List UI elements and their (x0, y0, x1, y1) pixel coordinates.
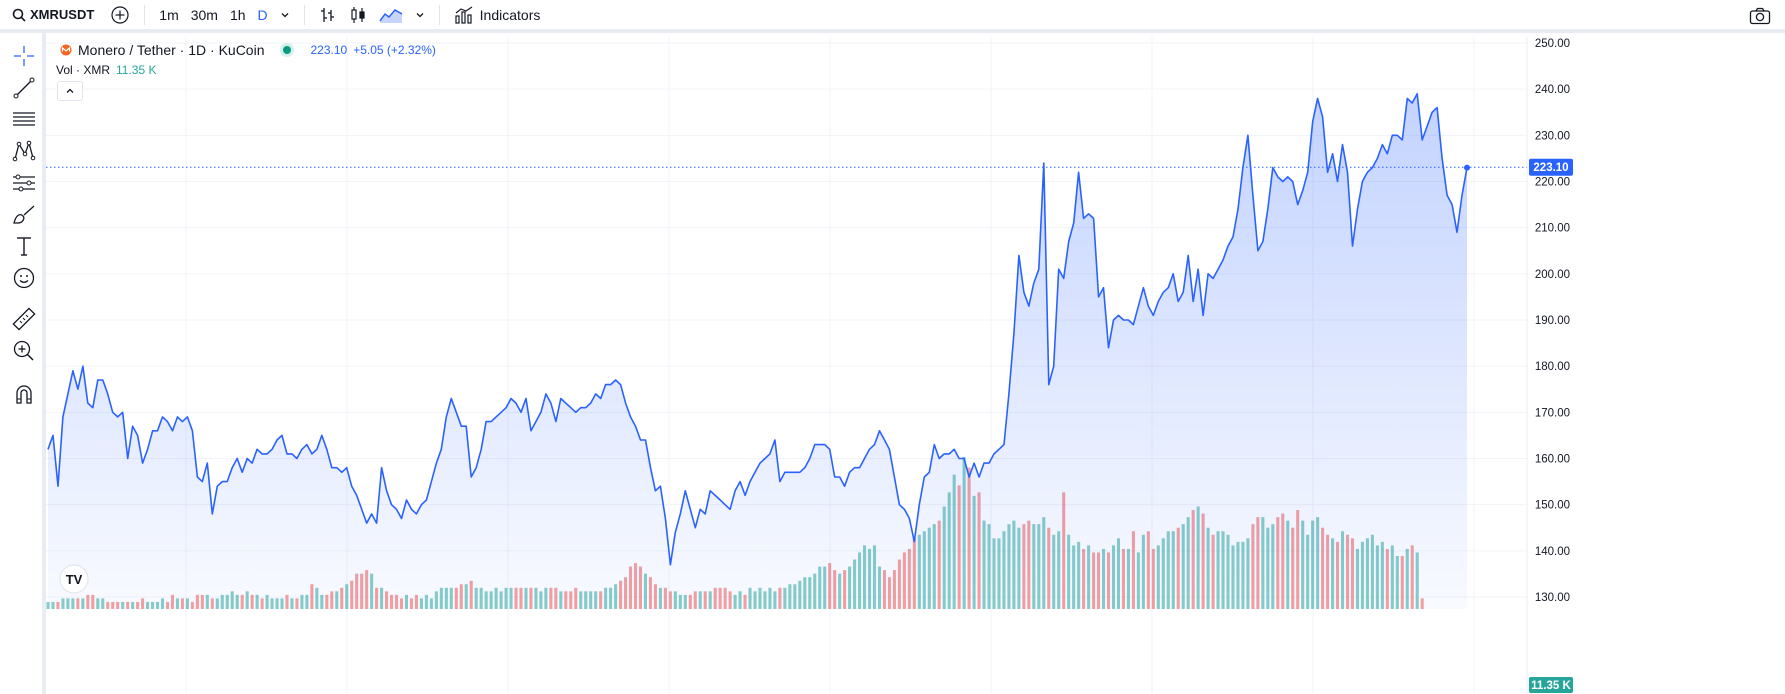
drawing-toolbar (0, 33, 46, 694)
monero-logo-icon (60, 44, 72, 56)
price-tick-label: 200.00 (1535, 269, 1570, 281)
camera-icon (1749, 7, 1771, 25)
volume-legend-label[interactable]: Vol · XMR (56, 63, 111, 77)
brush-tool[interactable] (9, 200, 39, 230)
symbol-search-button[interactable]: XMRUSDT (6, 3, 100, 27)
indicators-icon (455, 6, 473, 24)
volume-legend-value: 11.35 K (116, 63, 157, 77)
svg-text:223.10: 223.10 (1533, 162, 1568, 174)
interval-d[interactable]: D (252, 3, 274, 27)
legend-change: +5.05 (+2.32%) (353, 43, 436, 57)
price-line (47, 92, 1468, 566)
price-tick-label: 160.00 (1535, 454, 1570, 466)
area-chart-type-button[interactable] (373, 3, 409, 27)
ruler-icon (12, 307, 36, 331)
interval-1h[interactable]: 1h (224, 3, 252, 27)
tradingview-logo[interactable]: TV (59, 564, 89, 594)
top-toolbar: XMRUSDT 1m 30m 1h D Indicators (0, 0, 1785, 33)
toolbar-separator (303, 4, 305, 25)
price-axis[interactable]: 250.00 240.00 230.00 220.00 210.00 200.00 190.… (1535, 38, 1570, 604)
indicators-label: Indicators (479, 6, 541, 23)
horizontal-lines-icon (13, 112, 35, 126)
fib-tool[interactable] (9, 104, 39, 134)
emoji-tool[interactable] (9, 263, 39, 293)
compare-symbol-button[interactable] (104, 3, 136, 27)
chevron-down-icon (281, 12, 289, 17)
interval-1m-label: 1m (159, 6, 179, 23)
magnet-tool[interactable] (9, 379, 39, 409)
price-tick-label: 220.00 (1535, 177, 1570, 189)
indicators-button[interactable]: Indicators (448, 3, 547, 27)
plus-circle-icon (111, 5, 129, 24)
smiley-icon (13, 267, 35, 289)
zoom-tool[interactable] (9, 336, 39, 366)
interval-1m[interactable]: 1m (153, 3, 184, 27)
bars-icon (320, 7, 334, 22)
price-tick-label: 150.00 (1535, 500, 1570, 512)
text-icon (17, 237, 31, 256)
price-axis-bg (1527, 37, 1785, 694)
trend-line-icon (13, 77, 35, 99)
forecast-tool[interactable] (9, 168, 39, 198)
price-tick-label: 210.00 (1535, 223, 1570, 235)
price-tick-label: 170.00 (1535, 407, 1570, 419)
price-tick-label: 180.00 (1535, 361, 1570, 373)
area-chart-icon (379, 8, 403, 23)
snapshot-button[interactable] (1743, 4, 1777, 28)
projection-icon (13, 174, 35, 192)
current-volume-label: 11.35 K (1529, 677, 1573, 693)
trend-line-tool[interactable] (9, 73, 39, 103)
svg-text:TV: TV (66, 572, 83, 587)
collapse-legend-button[interactable] (57, 81, 83, 101)
candles-icon (351, 6, 365, 23)
interval-dropdown-button[interactable] (274, 3, 296, 27)
interval-1h-label: 1h (229, 6, 246, 23)
interval-30m-label: 30m (190, 6, 218, 23)
bar-chart-type-button[interactable] (313, 3, 343, 27)
chart-legend: Monero / Tether · 1D · KuCoin 223.10 +5.… (56, 40, 436, 80)
price-chart[interactable]: 250.00 240.00 230.00 220.00 210.00 200.00 190.… (46, 37, 1785, 694)
price-tick-label: 190.00 (1535, 315, 1570, 327)
chevron-down-icon (416, 12, 424, 17)
brush-icon (13, 205, 35, 224)
price-tick-label: 240.00 (1535, 84, 1570, 96)
legend-title[interactable]: Monero / Tether · 1D · KuCoin (78, 42, 265, 58)
price-tick-label: 230.00 (1535, 130, 1570, 142)
price-tick-label: 130.00 (1535, 592, 1570, 604)
pattern-icon (12, 140, 36, 162)
interval-30m[interactable]: 30m (185, 3, 224, 27)
price-tick-label: 140.00 (1535, 546, 1570, 558)
zoom-in-icon (13, 340, 34, 361)
last-price-marker (1464, 164, 1470, 171)
toolbar-separator (144, 4, 146, 25)
search-icon (12, 8, 26, 22)
crosshair-icon (14, 46, 34, 66)
pattern-tool[interactable] (9, 136, 39, 166)
measure-tool[interactable] (9, 304, 39, 334)
chart-type-dropdown-button[interactable] (409, 3, 431, 27)
price-area-fill (48, 93, 1467, 610)
interval-d-label: D (257, 6, 268, 23)
symbol-label: XMRUSDT (30, 7, 95, 22)
svg-text:11.35 K: 11.35 K (1531, 680, 1571, 692)
chevron-up-icon (66, 88, 74, 93)
current-price-label: 223.10 (1529, 158, 1573, 176)
candle-chart-type-button[interactable] (343, 3, 373, 27)
legend-price: 223.10 (310, 43, 348, 57)
market-status-dot (282, 46, 291, 54)
magnet-icon (16, 385, 32, 404)
price-tick-label: 250.00 (1535, 38, 1570, 50)
crosshair-tool[interactable] (9, 41, 39, 71)
text-tool[interactable] (9, 231, 39, 261)
toolbar-separator (438, 4, 440, 25)
